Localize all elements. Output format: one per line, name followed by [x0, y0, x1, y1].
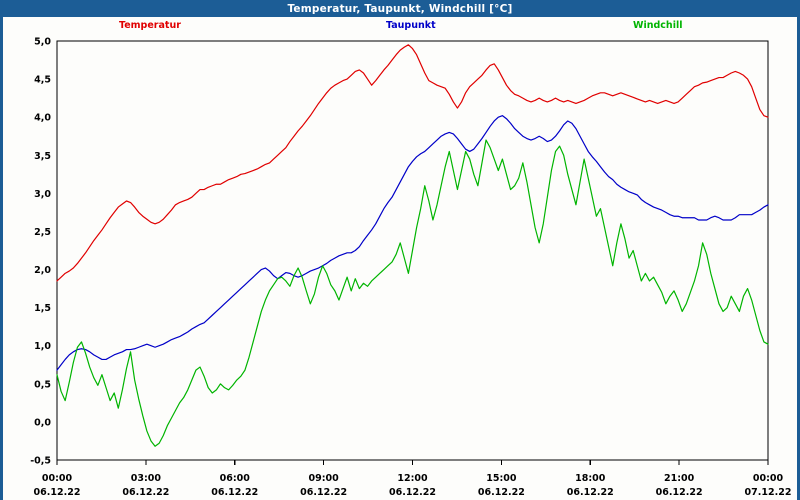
y-tick-label: 0,5 — [34, 379, 51, 390]
y-tick-label: 3,5 — [34, 151, 51, 162]
x-tick-time: 18:00 — [575, 473, 606, 484]
x-tick-time: 00:00 — [42, 473, 73, 484]
y-tick-label: 5,0 — [34, 37, 51, 48]
x-tick-time: 06:00 — [220, 473, 251, 484]
y-tick-label: 2,0 — [34, 265, 51, 276]
x-tick-date: 06.12.22 — [656, 487, 703, 498]
line-chart: 5,04,54,03,53,02,52,01,51,00,50,0-0,5°C … — [30, 35, 792, 498]
y-tick-label: 1,5 — [34, 303, 51, 314]
series-line-taupunkt — [56, 115, 769, 371]
x-tick-date: 06.12.22 — [122, 487, 169, 498]
window-title: Temperatur, Taupunkt, Windchill [°C] — [287, 2, 513, 15]
y-axis-unit: °C — [39, 35, 51, 36]
series-line-windchill — [56, 139, 769, 447]
x-tick-date: 06.12.22 — [300, 487, 347, 498]
legend-item-windchill: Windchill — [633, 20, 683, 31]
y-tick-label: 4,5 — [34, 75, 51, 86]
x-tick-time: 09:00 — [309, 473, 340, 484]
y-tick-label: 3,0 — [34, 189, 51, 200]
x-tick-date: 06.12.22 — [567, 487, 614, 498]
series-layer — [56, 44, 769, 447]
y-tick-label: 1,0 — [34, 341, 51, 352]
y-tick-label: 0,0 — [34, 417, 51, 428]
y-axis-labels: 5,0 4,5 4,0 3,5 3,0 2,5 2,0 1,5 1,0 0,5 0,0 -0,5 °C — [30, 35, 51, 467]
x-tick-time: 03:00 — [131, 473, 162, 484]
x-axis-labels: 00:00 06.12.22 03:00 06.12.22 06:00 06.12.22 0… — [34, 473, 792, 498]
x-tick-date: 06.12.22 — [211, 487, 258, 498]
x-tick-time: 00:00 — [753, 473, 784, 484]
window-titlebar: Temperatur, Taupunkt, Windchill [°C] — [3, 0, 797, 17]
x-tick-date: 06.12.22 — [478, 487, 525, 498]
x-tick-time: 12:00 — [397, 473, 428, 484]
legend-item-temperatur: Temperatur — [119, 20, 181, 31]
x-tick-time: 21:00 — [664, 473, 695, 484]
legend-item-taupunkt: Taupunkt — [386, 20, 436, 31]
x-tick-date: 06.12.22 — [34, 487, 81, 498]
x-tick-date: 07.12.22 — [745, 487, 792, 498]
x-tick-date: 06.12.22 — [389, 487, 436, 498]
series-line-temperatur — [56, 44, 769, 282]
y-tick-label: 4,0 — [34, 113, 51, 124]
y-tick-label: 2,5 — [34, 227, 51, 238]
plot-area-wrapper: 5,04,54,03,53,02,52,01,51,00,50,0-0,5°C … — [3, 35, 797, 500]
chart-legend: Temperatur Taupunkt Windchill — [3, 17, 797, 35]
x-tick-time: 15:00 — [486, 473, 517, 484]
y-tick-label: -0,5 — [30, 456, 51, 467]
